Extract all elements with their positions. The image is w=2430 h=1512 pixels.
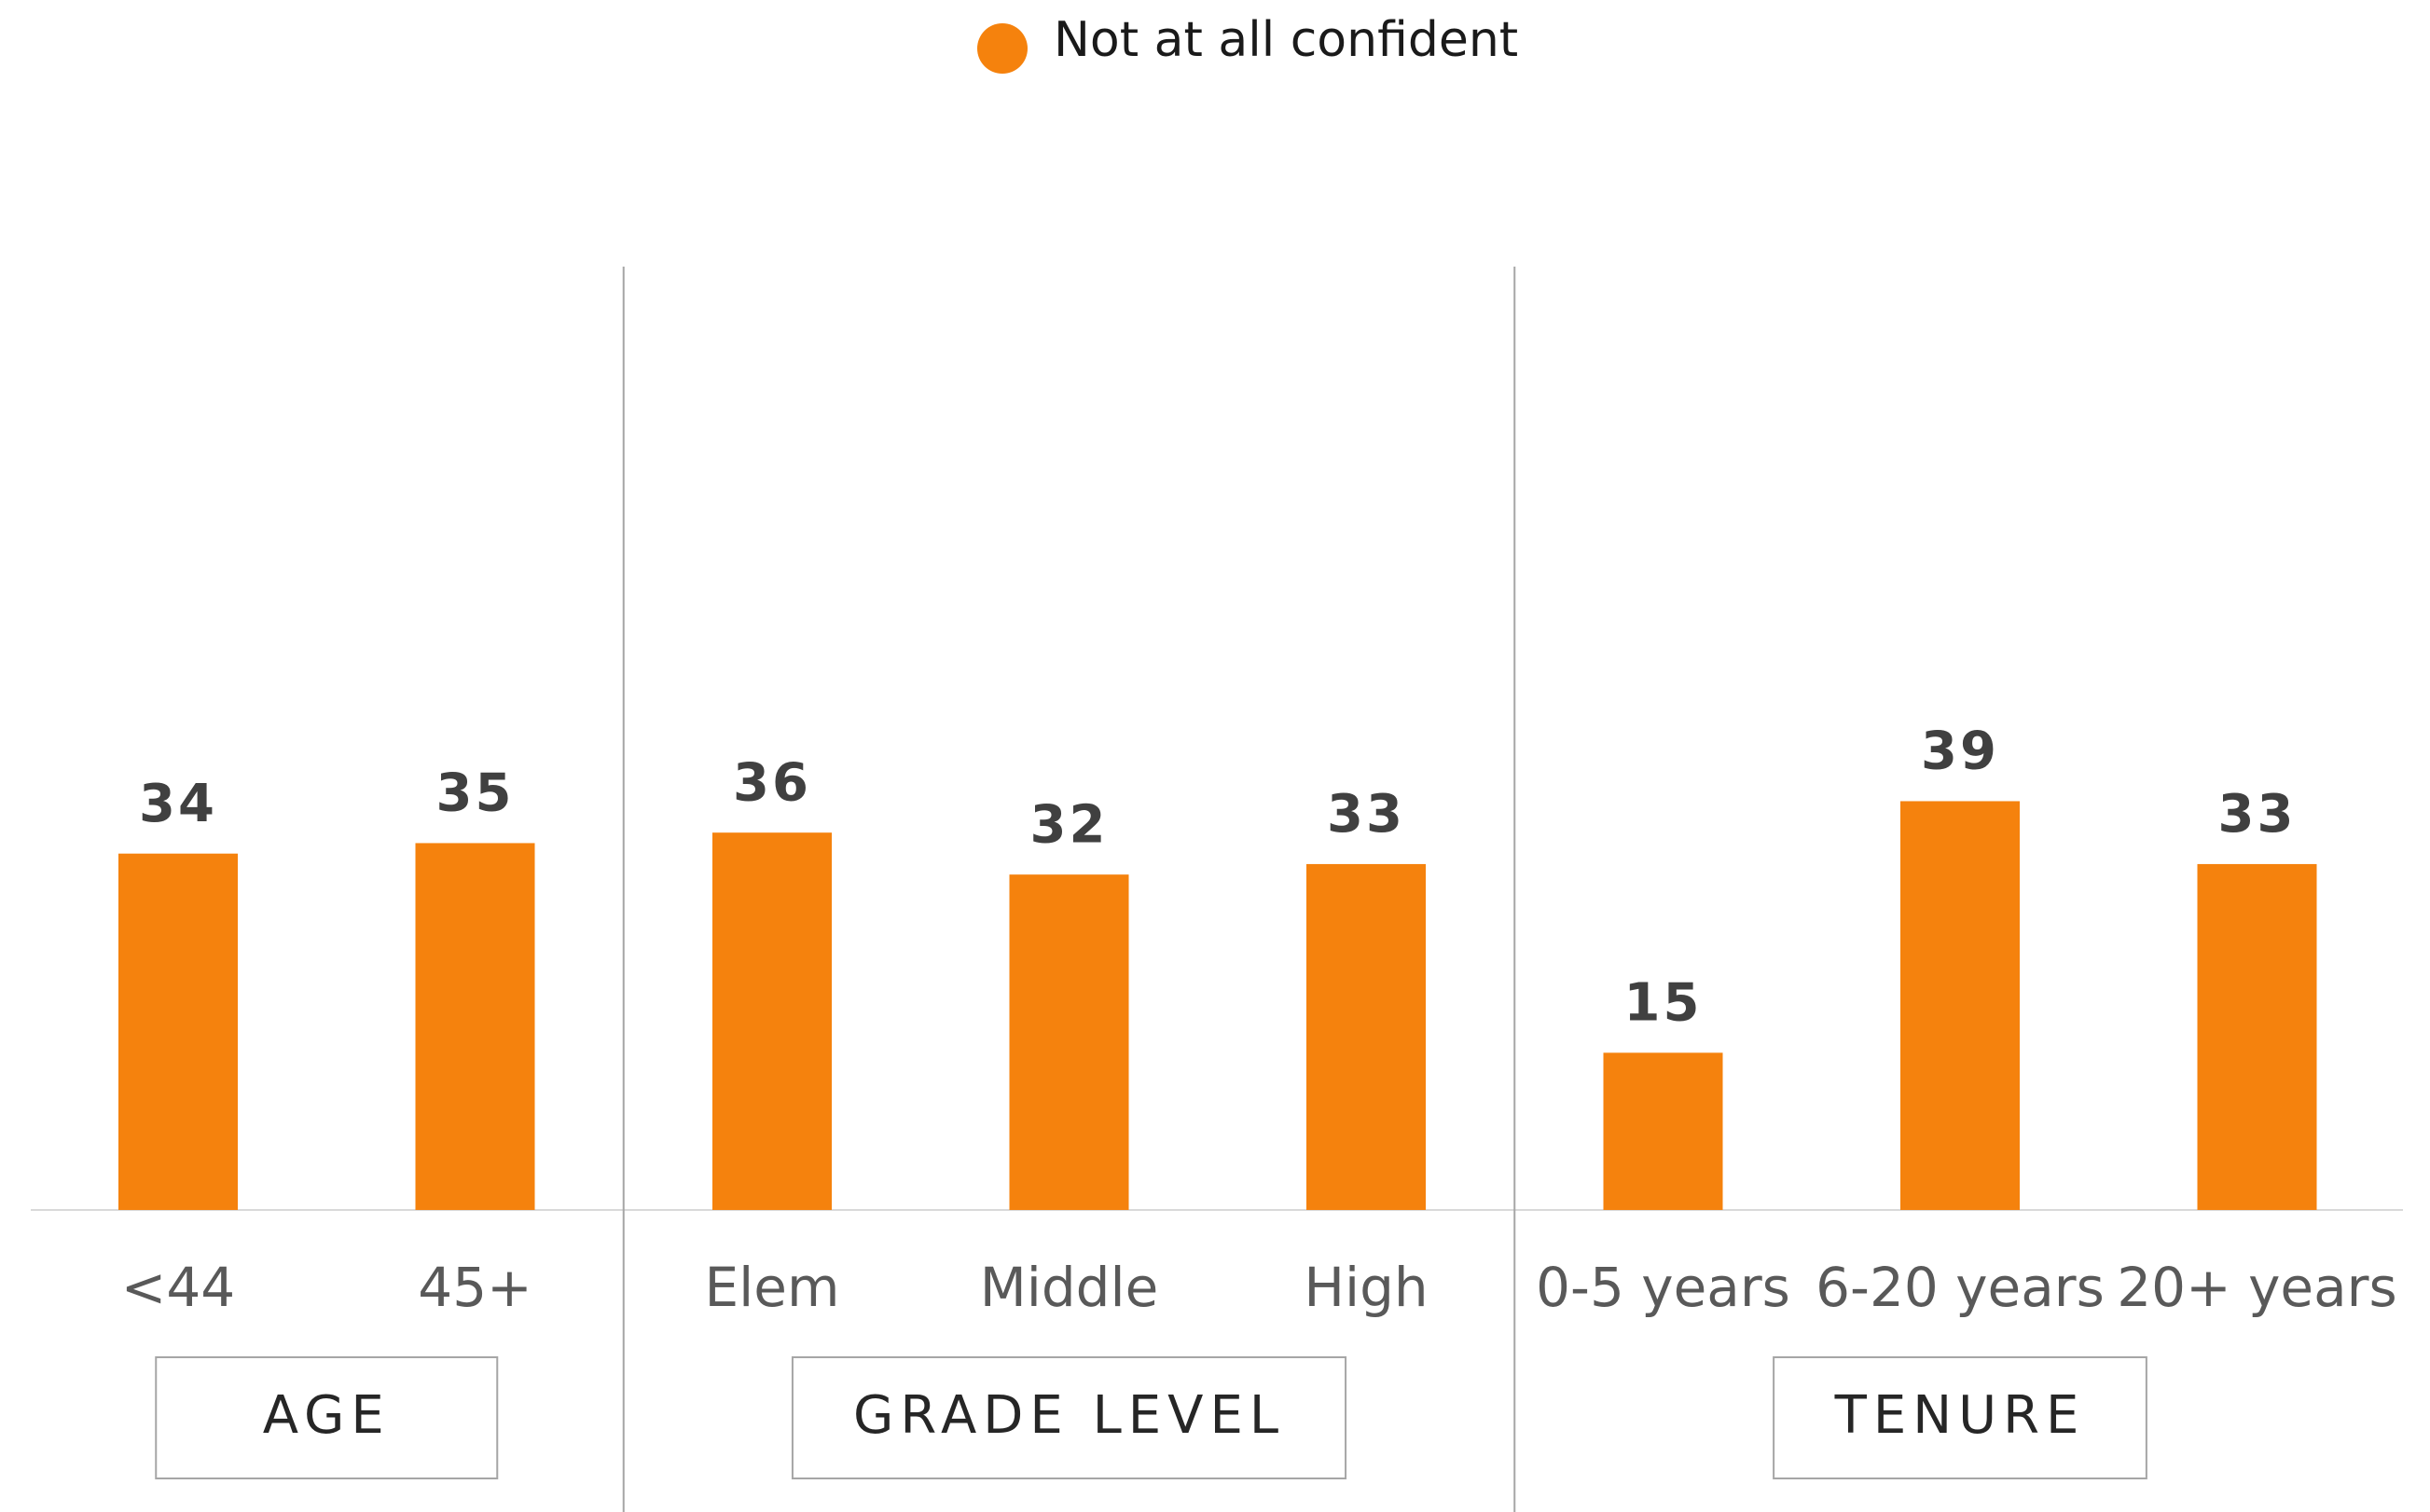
bar — [415, 843, 535, 1210]
bar — [1306, 863, 1426, 1210]
bar — [1009, 874, 1129, 1210]
group-box — [791, 1356, 1347, 1479]
value-label: 39 — [1921, 722, 1999, 782]
x-tick-label: 45+ — [418, 1256, 532, 1319]
legend-label: Not at all confident — [1054, 12, 1518, 68]
x-tick-label: Middle — [980, 1256, 1159, 1319]
x-tick-label: <44 — [121, 1256, 235, 1319]
x-tick-label: Elem — [705, 1256, 840, 1319]
legend-marker — [977, 23, 1028, 74]
bar — [1603, 1052, 1723, 1210]
group-box — [155, 1356, 499, 1479]
x-tick-label: 20+ years — [2117, 1256, 2396, 1319]
value-label: 33 — [2218, 784, 2297, 845]
x-tick-label: High — [1304, 1256, 1428, 1319]
value-label: 32 — [1030, 794, 1109, 855]
value-label: 34 — [139, 774, 217, 834]
x-tick-label: 0-5 years — [1536, 1256, 1790, 1319]
bar — [712, 832, 832, 1210]
bar — [2197, 863, 2317, 1210]
group-label: TENURE — [1834, 1385, 2086, 1446]
x-tick-label: 6-20 years — [1816, 1256, 2105, 1319]
group-box — [1773, 1356, 2147, 1479]
bar — [118, 853, 238, 1210]
value-label: 36 — [733, 752, 811, 813]
value-label: 33 — [1327, 784, 1405, 845]
group-label: AGE — [263, 1385, 391, 1446]
bar — [1900, 801, 2020, 1210]
value-label: 35 — [436, 763, 515, 824]
value-label: 15 — [1624, 972, 1703, 1033]
group-label: GRADE LEVEL — [853, 1385, 1285, 1446]
